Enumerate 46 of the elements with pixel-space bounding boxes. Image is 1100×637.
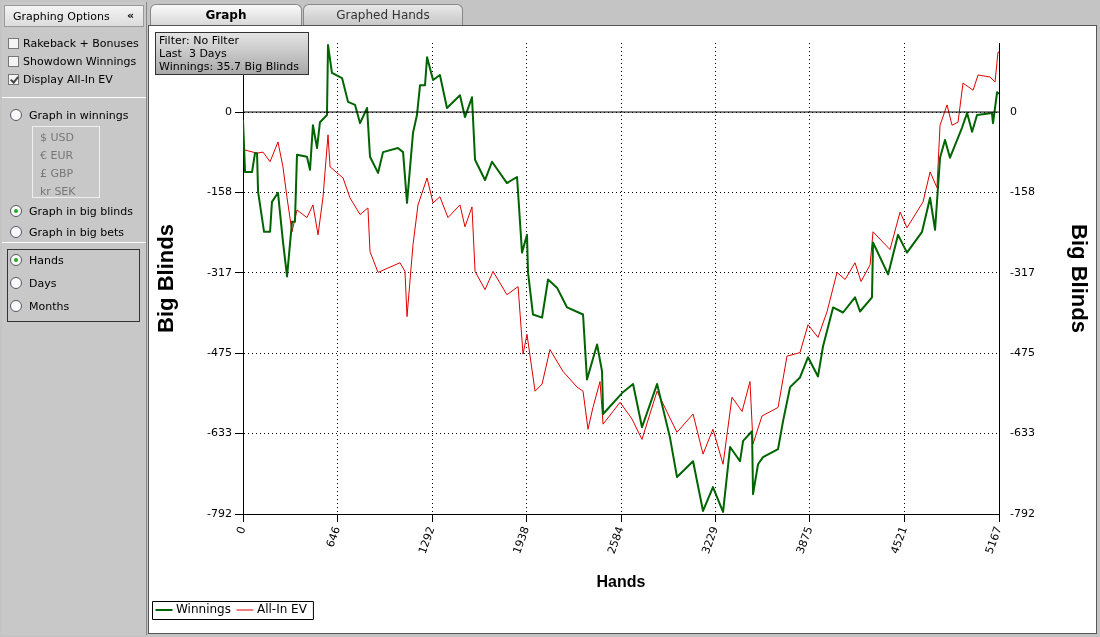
text: Months (29, 299, 70, 313)
x-tick-label: 2584 (604, 524, 627, 556)
y-tick-label: -633 (207, 426, 232, 440)
x-tick-label: 1938 (510, 524, 533, 556)
y2-tick-label: -317 (1010, 265, 1035, 279)
text: € EUR (40, 148, 74, 162)
x-tick-label: 1292 (415, 524, 438, 556)
annotation: Winnings: 35.7 Big Blinds (159, 60, 300, 73)
y-tick-label: 0 (225, 104, 232, 118)
y2-tick-label: -158 (1010, 185, 1035, 199)
y-tick-label: -158 (207, 185, 232, 199)
y2-tick-label: -792 (1010, 506, 1035, 520)
y-tick-label: -792 (207, 506, 232, 520)
y2-axis-title: Big Blinds (1066, 224, 1092, 333)
x-tick-label: 0 (233, 524, 249, 536)
legend-label: Winnings (176, 602, 231, 617)
text: Graphed Hands (336, 8, 430, 22)
x-tick-label: 646 (323, 524, 344, 549)
x-tick-label: 5167 (982, 524, 1005, 556)
y2-tick-label: -633 (1010, 426, 1035, 440)
text: « (127, 9, 135, 22)
text: kr SEK (40, 184, 76, 198)
text: Graph (205, 8, 247, 22)
y-axis-title: Big Blinds (153, 224, 179, 333)
text: $ USD (40, 130, 74, 144)
text: £ GBP (40, 166, 74, 180)
y-tick-label: -475 (207, 345, 232, 359)
y2-tick-label: 0 (1010, 104, 1017, 118)
y2-tick-label: -475 (1010, 345, 1035, 359)
text: Last 3 Days (159, 47, 228, 60)
text: Rakeback + Bonuses (23, 36, 139, 50)
text: Graphing Options (13, 10, 110, 23)
text: Graph in big blinds (29, 204, 134, 218)
x-tick-label: 3229 (699, 524, 721, 556)
text: Filter: No Filter (159, 34, 240, 47)
text: Days (29, 276, 57, 290)
x-tick-label: 4521 (888, 524, 910, 556)
x-tick-label: 3875 (793, 524, 816, 556)
text: Graph in winnings (29, 108, 129, 122)
text: Hands (29, 253, 64, 267)
text: Display All-In EV (23, 72, 113, 86)
legend-label: All-In EV (256, 602, 308, 617)
x-axis-title: Hands (596, 572, 646, 590)
y-tick-label: -317 (207, 265, 232, 279)
text: Graph in big bets (29, 225, 125, 239)
text: Showdown Winnings (23, 54, 137, 68)
